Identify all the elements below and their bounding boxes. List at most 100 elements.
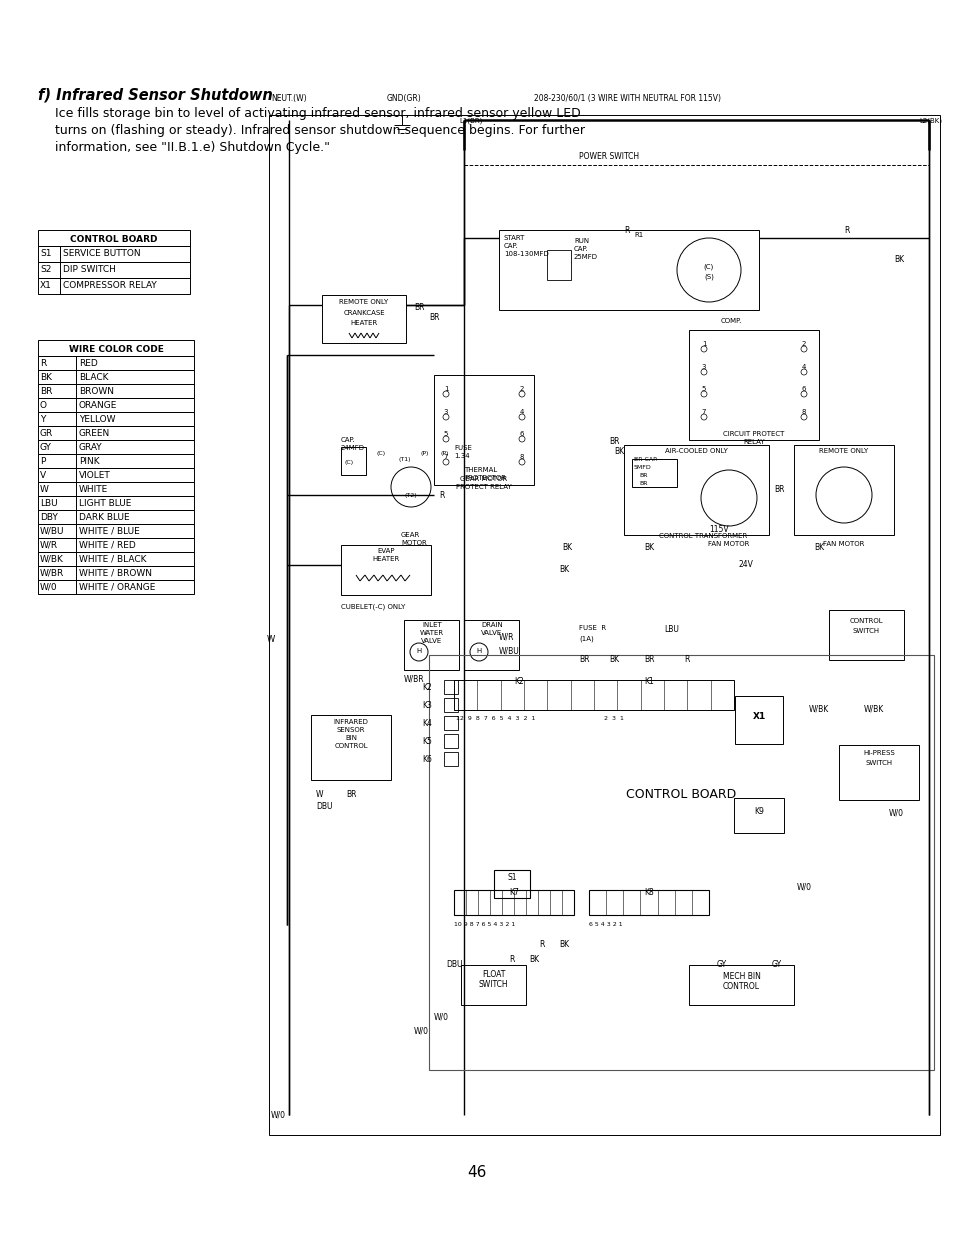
Text: (P): (P) [420, 451, 429, 456]
Bar [38, 496, 193, 510]
Text: GRAY: GRAY [79, 443, 103, 452]
Text: R1: R1 [634, 232, 642, 238]
Bar [38, 426, 193, 440]
Text: BK: BK [813, 543, 823, 552]
Text: K7: K7 [509, 888, 518, 897]
Text: 2: 2 [519, 387, 523, 391]
Text: W/0: W/0 [888, 808, 903, 818]
Bar [443, 716, 457, 730]
Text: S1: S1 [507, 873, 517, 882]
Text: 6: 6 [519, 431, 524, 437]
Text: DBY: DBY [40, 513, 58, 522]
Text: 25MFD: 25MFD [574, 254, 598, 261]
Text: FAN MOTOR: FAN MOTOR [707, 541, 749, 547]
Bar [38, 538, 193, 552]
Text: L2(BK): L2(BK) [918, 117, 941, 124]
Bar [443, 698, 457, 713]
Text: H: H [476, 648, 481, 655]
Text: S1: S1 [40, 249, 51, 258]
Bar [38, 398, 193, 412]
Bar [38, 468, 193, 482]
Text: X1: X1 [40, 282, 51, 290]
Text: GY: GY [771, 960, 781, 969]
Bar [838, 745, 918, 800]
Bar [38, 262, 190, 278]
Text: f) Infrared Sensor Shutdown: f) Infrared Sensor Shutdown [38, 86, 273, 103]
Text: LBU: LBU [663, 625, 679, 634]
Text: W/0: W/0 [40, 583, 57, 592]
Bar [38, 580, 193, 594]
Bar [631, 459, 677, 487]
Bar [38, 440, 193, 454]
Text: CONTROL TRANSFORMER: CONTROL TRANSFORMER [659, 534, 746, 538]
Text: W/BR: W/BR [40, 569, 64, 578]
Text: (C): (C) [344, 459, 354, 466]
Text: O: O [40, 401, 47, 410]
Text: START: START [503, 235, 525, 241]
Bar [443, 752, 457, 766]
Text: 1: 1 [443, 387, 448, 391]
Text: W/BK: W/BK [40, 555, 64, 564]
Text: 7: 7 [701, 409, 705, 415]
Text: W/BR: W/BR [403, 676, 424, 684]
Text: BR: BR [40, 387, 52, 396]
Text: CONTROL: CONTROL [722, 982, 760, 990]
Text: REMOTE ONLY: REMOTE ONLY [819, 448, 868, 454]
Text: GND(GR): GND(GR) [387, 94, 421, 103]
Text: RUN: RUN [574, 238, 589, 245]
Text: BR: BR [414, 303, 424, 312]
Text: LIGHT BLUE: LIGHT BLUE [79, 499, 132, 508]
Text: YELLOW: YELLOW [79, 415, 115, 424]
Text: 24MFD: 24MFD [340, 445, 365, 451]
Bar [38, 356, 193, 370]
Text: Ice fills storage bin to level of activating infrared sensor, infrared sensor ye: Ice fills storage bin to level of activa… [55, 107, 580, 120]
Bar [443, 734, 457, 748]
Text: WHITE / ORANGE: WHITE / ORANGE [79, 583, 155, 592]
Text: K3: K3 [421, 701, 432, 710]
Text: DBU: DBU [446, 960, 462, 969]
Text: HEATER: HEATER [372, 556, 399, 562]
Text: W/BK: W/BK [808, 705, 828, 714]
Bar [460, 965, 525, 1005]
Text: THERMAL: THERMAL [463, 467, 497, 473]
Bar [434, 375, 534, 485]
Text: K6: K6 [421, 755, 432, 764]
Text: DRAIN: DRAIN [480, 622, 502, 629]
Text: R: R [843, 226, 848, 235]
Text: (T2): (T2) [404, 493, 416, 498]
Bar [688, 330, 818, 440]
Bar [454, 680, 733, 710]
Text: W: W [315, 790, 323, 799]
Text: BK: BK [643, 543, 654, 552]
Text: BR: BR [643, 655, 654, 664]
Text: DBU: DBU [315, 802, 333, 811]
Text: 24V: 24V [739, 559, 753, 569]
Text: 4: 4 [519, 409, 523, 415]
Text: 208-230/60/1 (3 WIRE WITH NEUTRAL FOR 115V): 208-230/60/1 (3 WIRE WITH NEUTRAL FOR 11… [534, 94, 720, 103]
Text: COMP.: COMP. [720, 317, 741, 324]
Bar [38, 412, 193, 426]
Text: BROWN: BROWN [79, 387, 113, 396]
Text: BIN: BIN [345, 735, 356, 741]
Text: W/0: W/0 [414, 1028, 429, 1036]
Text: CIRCUIT PROTECT: CIRCUIT PROTECT [722, 431, 784, 437]
Text: V: V [40, 471, 46, 480]
Bar [340, 545, 431, 595]
Text: GEAR MOTOR: GEAR MOTOR [460, 475, 507, 482]
Text: 2  3  1: 2 3 1 [603, 716, 623, 721]
Text: 1: 1 [701, 341, 705, 347]
Text: W/BU: W/BU [498, 646, 519, 655]
Text: MOTOR: MOTOR [400, 540, 426, 546]
Bar [688, 965, 793, 1005]
Bar [443, 680, 457, 694]
Text: 3: 3 [443, 409, 448, 415]
Text: WATER: WATER [419, 630, 443, 636]
Text: SWITCH: SWITCH [864, 760, 892, 766]
Text: GR: GR [40, 429, 53, 438]
Text: FAN MOTOR: FAN MOTOR [822, 541, 863, 547]
Bar [733, 798, 783, 832]
Text: CRANKCASE: CRANKCASE [343, 310, 384, 316]
Bar [454, 890, 574, 915]
Text: BR: BR [346, 790, 356, 799]
Text: WHITE / BLUE: WHITE / BLUE [79, 527, 139, 536]
